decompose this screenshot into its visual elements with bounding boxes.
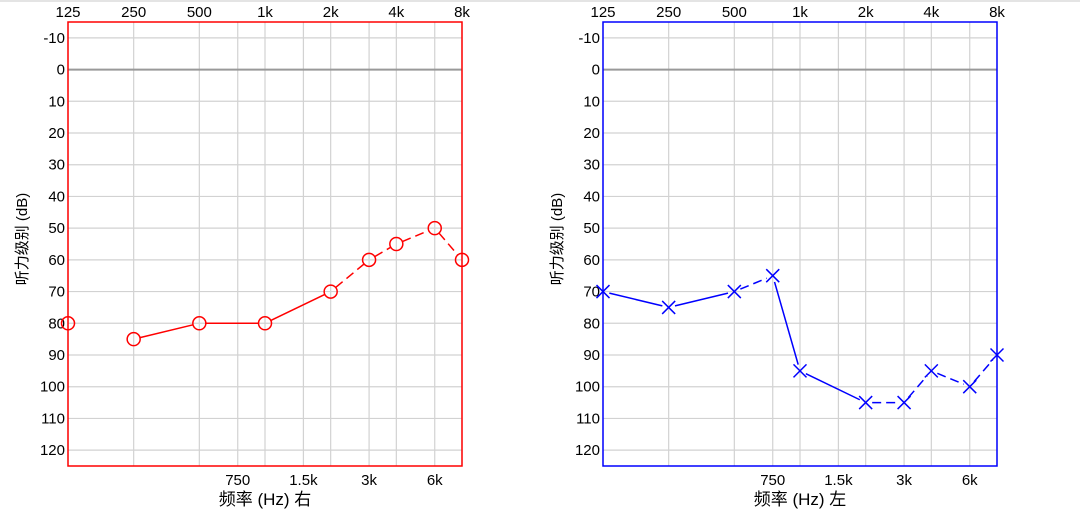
data-point-cross [661, 300, 676, 315]
data-point-circle [257, 316, 273, 331]
data-point-cross [792, 363, 808, 378]
y-tick-label: 10 [583, 93, 600, 110]
data-point-circle [454, 252, 470, 268]
series-segment [805, 373, 861, 401]
series-segment [438, 232, 459, 256]
x-tick-label-bottom: 6k [962, 472, 978, 489]
x-tick-label-top: 250 [121, 4, 146, 21]
series-segment [740, 277, 768, 290]
y-tick-label: 40 [48, 188, 65, 205]
plot-frame [67, 21, 463, 467]
x-tick-label-top: 250 [656, 4, 681, 21]
data-point-circle [192, 316, 207, 331]
x-tick-label-top: 4k [388, 4, 404, 21]
y-tick-label: 60 [583, 252, 600, 269]
y-tick-label: 120 [40, 442, 65, 459]
x-axis-title: 频率 (Hz) 右 [219, 490, 312, 509]
x-tick-label-bottom: 3k [361, 472, 377, 489]
data-point-circle [427, 220, 442, 236]
series-segment [973, 359, 994, 383]
data-point-circle [389, 236, 404, 252]
y-tick-label: 100 [40, 379, 65, 396]
series-segment [402, 229, 430, 243]
series-segment [374, 246, 392, 258]
y-tick-label: 60 [48, 252, 65, 269]
series-segment [937, 372, 965, 385]
y-tick-label: 80 [48, 315, 65, 332]
series-segment [907, 375, 928, 399]
y-tick-label: 20 [48, 125, 65, 142]
x-tick-label-top: 2k [323, 4, 339, 21]
x-tick-label-top: 4k [923, 4, 939, 21]
y-axis-title: 听力级别 (dB) [14, 193, 31, 286]
y-tick-label: -10 [578, 30, 600, 47]
x-tick-label-bottom: 3k [896, 472, 912, 489]
x-tick-label-top: 125 [55, 4, 80, 21]
series-segment [335, 263, 365, 289]
series-segment [674, 292, 729, 307]
x-tick-label-bottom: 1.5k [824, 472, 853, 489]
y-tick-label: 30 [583, 157, 600, 174]
data-point-cross [962, 379, 977, 394]
x-tick-label-bottom: 750 [225, 472, 250, 489]
y-tick-label: 40 [583, 188, 600, 205]
y-tick-label: 110 [41, 410, 65, 427]
x-tick-label-top: 125 [590, 4, 615, 21]
series-segment [609, 292, 663, 307]
data-point-circle [323, 284, 338, 299]
y-tick-label: 90 [48, 347, 65, 364]
plot-frame [602, 21, 998, 467]
data-point-circle [361, 252, 377, 268]
x-tick-label-bottom: 1.5k [289, 472, 318, 489]
series-segment [773, 281, 799, 365]
y-tick-label: 80 [583, 315, 600, 332]
data-point-cross [924, 363, 939, 378]
y-tick-label: 90 [583, 347, 600, 364]
x-tick-label-bottom: 750 [760, 472, 785, 489]
y-tick-label: 110 [576, 410, 600, 427]
audiogram-left-ear: -10 0 10 20 30 40 50 60 70 80 90 100 110 120 125 250 500… [549, 4, 1005, 509]
y-tick-label: 50 [583, 220, 600, 237]
y-tick-label: 20 [583, 125, 600, 142]
y-tick-label: 100 [575, 379, 600, 396]
y-axis-title: 听力级别 (dB) [549, 193, 566, 286]
data-point-circle [126, 331, 141, 347]
data-point-circle [60, 316, 76, 331]
x-tick-label-top: 1k [257, 4, 273, 21]
x-tick-label-top: 1k [792, 4, 808, 21]
y-tick-label: 0 [592, 62, 600, 79]
series-segment [139, 324, 194, 339]
data-point-cross [595, 284, 611, 299]
data-point-cross [858, 395, 873, 410]
audiogram-right-ear: -10 0 10 20 30 40 50 60 70 80 90 100 110 120 125 250 500… [14, 4, 470, 509]
data-point-cross [727, 284, 742, 299]
data-point-cross [989, 347, 1005, 363]
y-tick-label: 50 [48, 220, 65, 237]
x-tick-label-top: 500 [187, 4, 212, 21]
x-tick-label-top: 8k [454, 4, 470, 21]
y-tick-label: -10 [43, 30, 65, 47]
y-tick-label: 10 [48, 93, 65, 110]
y-tick-label: 30 [48, 157, 65, 174]
series-segment [270, 293, 326, 322]
x-axis-title: 频率 (Hz) 左 [754, 490, 847, 509]
y-tick-label: 70 [48, 284, 65, 301]
x-tick-label-top: 2k [858, 4, 874, 21]
y-tick-label: 70 [583, 284, 600, 301]
x-tick-label-bottom: 6k [427, 472, 443, 489]
data-point-cross [765, 268, 780, 283]
y-tick-label: 0 [57, 62, 65, 79]
x-tick-label-top: 8k [989, 4, 1005, 21]
data-point-cross [897, 395, 912, 410]
y-tick-label: 120 [575, 442, 600, 459]
x-tick-label-top: 500 [722, 4, 747, 21]
